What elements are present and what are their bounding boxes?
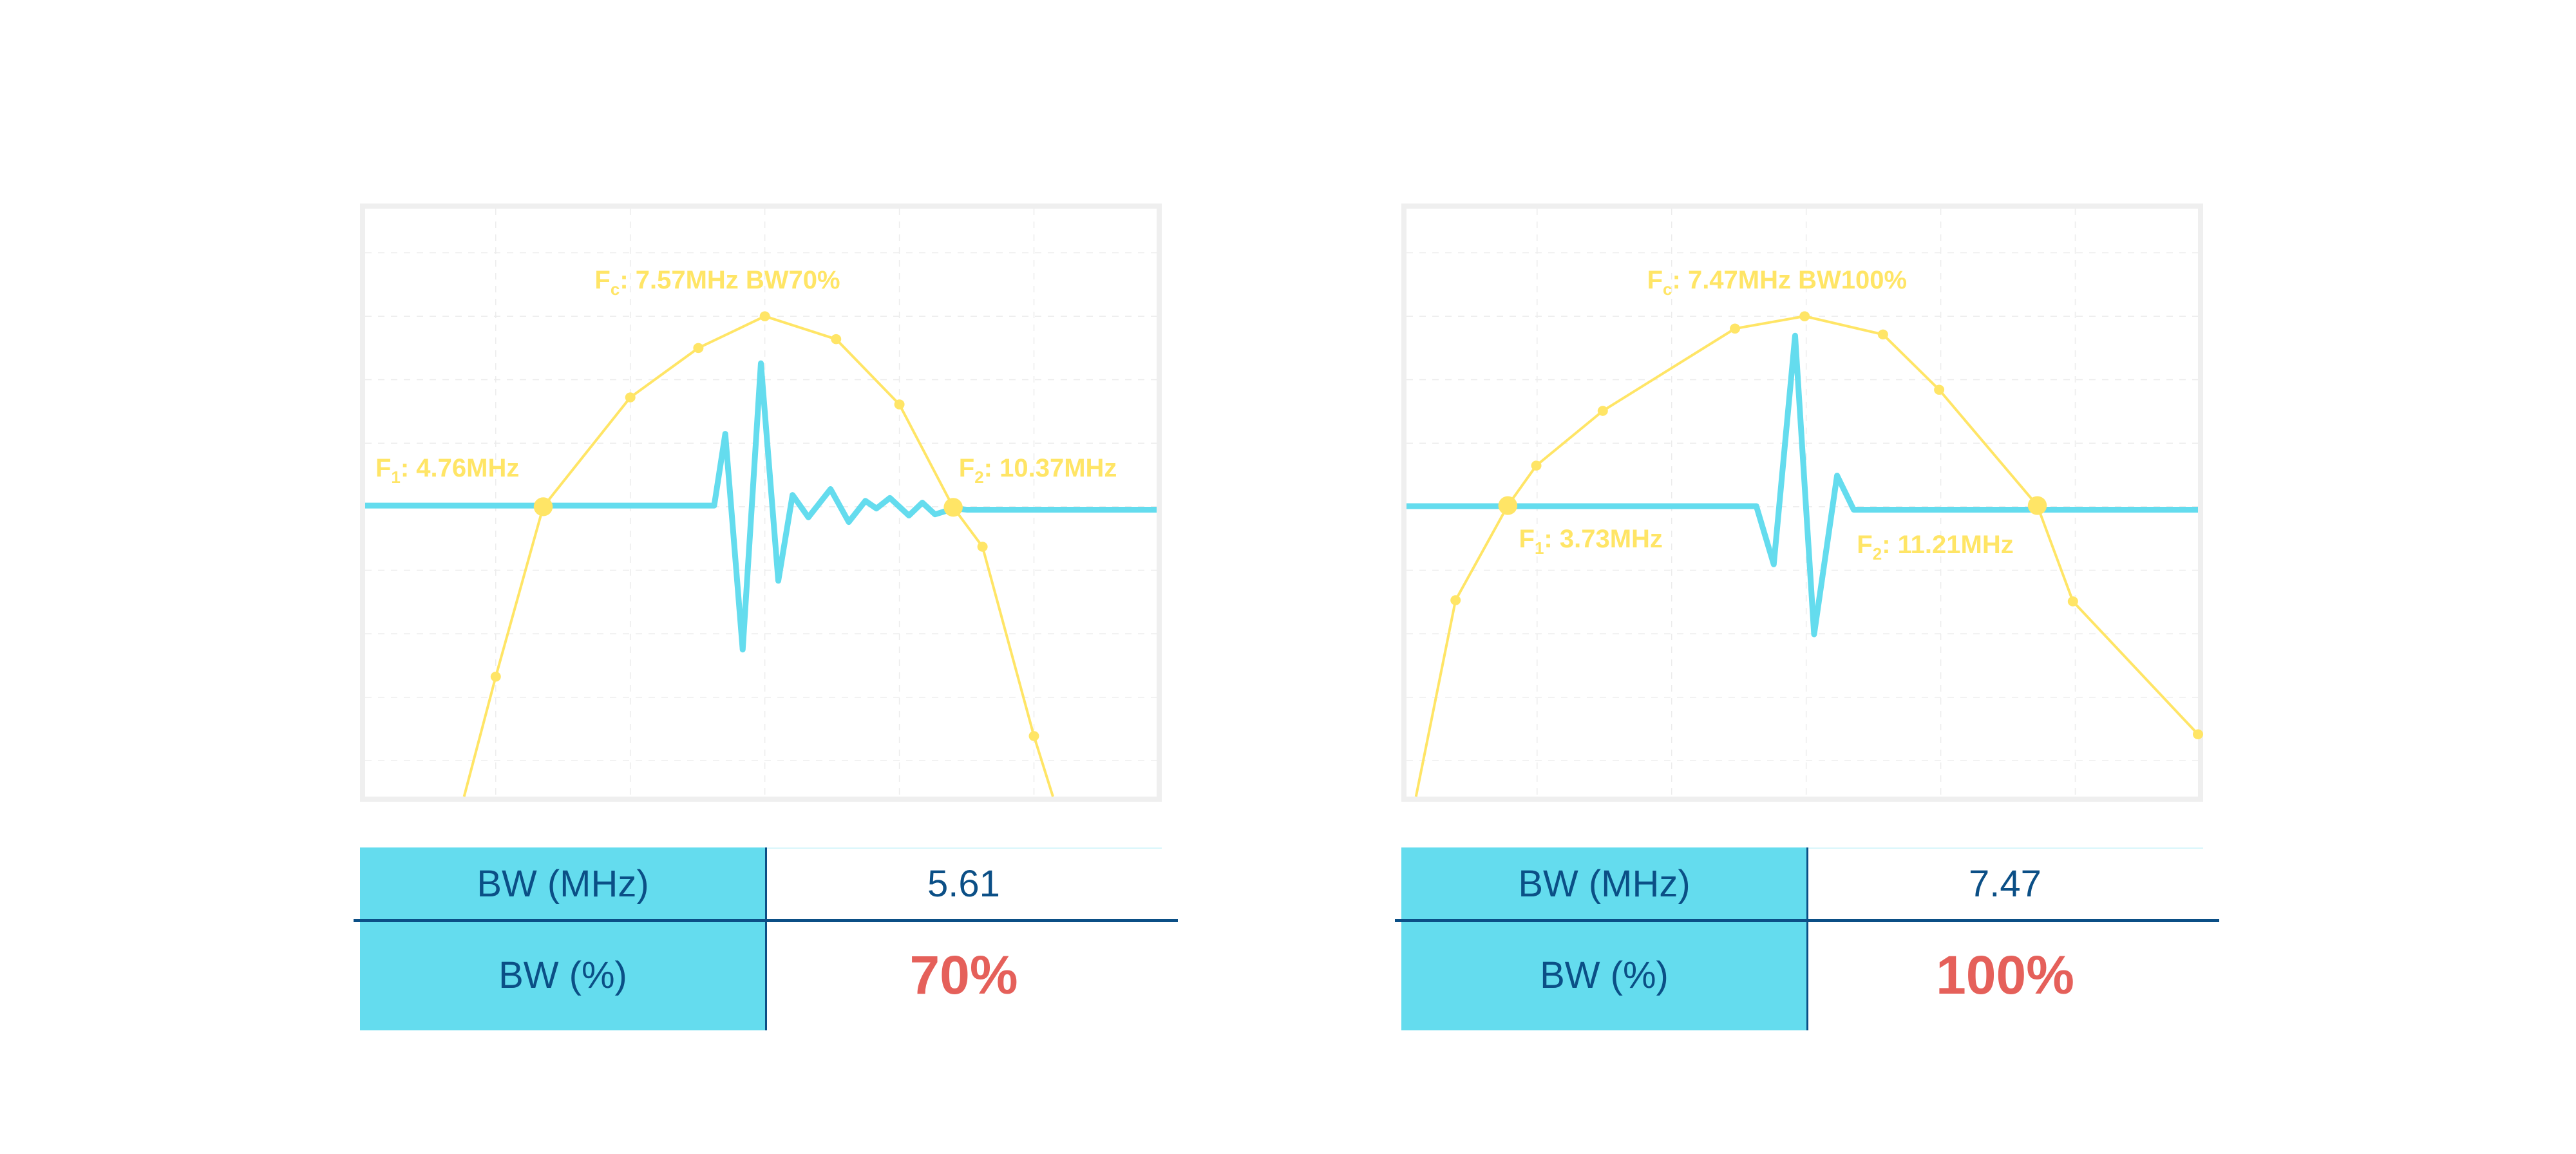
- pulse-waveform-line: [365, 363, 1157, 650]
- bw-percent-label: BW (%): [1401, 920, 1807, 1030]
- response-point: [977, 542, 988, 552]
- waveform-chart: [365, 209, 1157, 797]
- response-point: [894, 399, 905, 410]
- bw-mhz-value: 5.61: [927, 863, 1000, 905]
- bw-mhz-label: BW (MHz): [1401, 847, 1807, 920]
- bw-percent-value: 100%: [1936, 945, 2074, 1005]
- response-point: [1730, 323, 1741, 334]
- response-point: [1028, 731, 1039, 741]
- frequency-response-line: [464, 316, 1053, 797]
- bandwidth-table: BW (MHz) 5.61 BW (%) 70%: [354, 847, 1178, 1030]
- response-point: [1450, 595, 1461, 605]
- plot-area: Fc: 7.47MHz BW100% F1: 3.73MHz F2: 11.21…: [1401, 203, 2203, 802]
- column-divider: [1806, 847, 1808, 1030]
- waveform-chart: [1406, 209, 2203, 797]
- cutoff-point: [1498, 496, 1518, 515]
- bw-percent-value: 70%: [909, 945, 1018, 1005]
- cutoff-point: [2027, 496, 2047, 515]
- response-point: [759, 311, 770, 321]
- response-point: [625, 392, 636, 402]
- pulse-waveform-line: [1406, 336, 2198, 634]
- f1-label: F1: 3.73MHz: [1519, 525, 1663, 558]
- f2-label: F2: 10.37MHz: [958, 454, 1117, 487]
- plot-area: Fc: 7.57MHz BW70% F1: 4.76MHz F2: 10.37M…: [360, 203, 1162, 802]
- response-point: [2067, 596, 2078, 607]
- response-point: [1531, 460, 1542, 471]
- response-point: [1877, 329, 1888, 340]
- response-point: [2193, 729, 2203, 739]
- f1-label: F1: 4.76MHz: [375, 454, 520, 487]
- divider: [1807, 847, 2203, 849]
- response-point: [831, 334, 842, 345]
- column-divider: [765, 847, 767, 1030]
- response-point: [1934, 384, 1945, 395]
- bandwidth-table: BW (MHz) 7.47 BW (%) 100%: [1395, 847, 2219, 1030]
- fc-label: Fc: 7.57MHz BW70%: [594, 266, 840, 299]
- divider: [766, 847, 1162, 849]
- bw-mhz-value: 7.47: [1969, 863, 2041, 905]
- response-point: [693, 343, 704, 354]
- cutoff-point: [943, 498, 963, 517]
- cutoff-point: [533, 497, 553, 516]
- response-point: [1799, 311, 1810, 321]
- bw-percent-label: BW (%): [360, 920, 766, 1030]
- fc-label: Fc: 7.47MHz BW100%: [1647, 266, 1908, 299]
- frequency-response-line: [1416, 316, 2198, 797]
- response-point: [490, 671, 501, 682]
- f2-label: F2: 11.21MHz: [1857, 531, 2014, 564]
- bw-mhz-label: BW (MHz): [360, 847, 766, 920]
- response-point: [1597, 406, 1608, 416]
